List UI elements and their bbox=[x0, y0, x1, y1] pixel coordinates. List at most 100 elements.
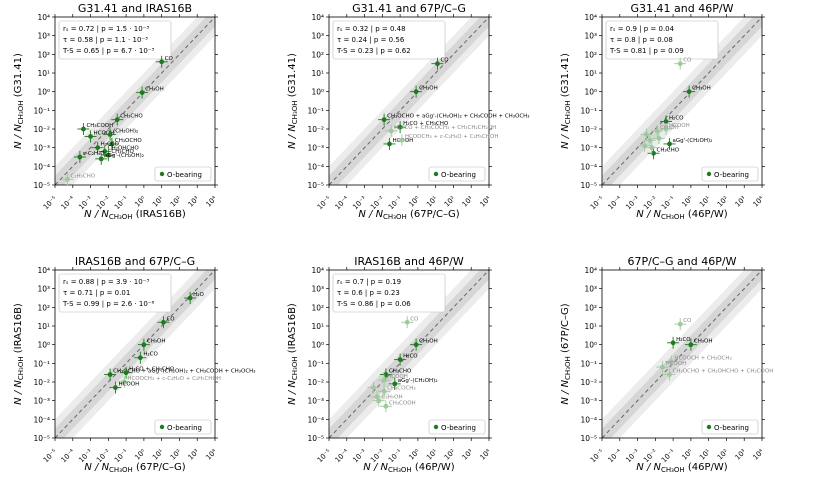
point-label: CH₃OH bbox=[419, 86, 438, 92]
y-axis-label: N / NCH₃OH (67P/C–G) bbox=[560, 303, 572, 404]
legend-marker bbox=[706, 424, 712, 430]
y-tick-label: 10⁻⁴ bbox=[307, 415, 324, 424]
data-point bbox=[677, 321, 683, 327]
agreement-bands bbox=[602, 270, 762, 438]
y-tick-label: 10⁻² bbox=[580, 125, 597, 134]
y-tick-label: 10³ bbox=[311, 285, 324, 294]
axes-frame bbox=[601, 16, 763, 186]
data-point bbox=[113, 385, 118, 390]
y-tick-label: 10² bbox=[584, 303, 597, 312]
x-tick-label: 10⁻¹ bbox=[113, 448, 130, 465]
point-label: CH₃OH bbox=[147, 339, 166, 345]
y-axis-label: N / NCH₃OH (G31.41) bbox=[287, 53, 299, 149]
x-tick-label: 10⁰ bbox=[133, 448, 147, 462]
data-point bbox=[139, 90, 145, 95]
data-point bbox=[654, 128, 660, 134]
data-point bbox=[647, 137, 653, 143]
y-tick-label: 10⁻² bbox=[580, 378, 597, 387]
stats-box bbox=[58, 273, 172, 313]
point-label: CO bbox=[165, 56, 174, 62]
data-point bbox=[663, 126, 669, 132]
stats-line: T-S = 0.86 | p = 0.06 bbox=[336, 300, 411, 308]
x-tick-label: 10³ bbox=[734, 195, 748, 209]
x-tick-label: 10⁰ bbox=[407, 448, 421, 462]
point-label: C₂H₅OH bbox=[382, 395, 403, 401]
legend-label: O-bearing bbox=[714, 424, 749, 432]
point-label: CH₃CHO bbox=[657, 147, 680, 153]
data-point bbox=[649, 145, 655, 151]
x-tick-label: 10⁻⁵ bbox=[42, 195, 59, 212]
point-label: CH₃OH bbox=[660, 125, 679, 131]
x-tick-label: 10⁻¹ bbox=[113, 195, 130, 212]
chart-panel-1: G31.41 and IRAS16B10⁻⁵10⁻⁴10⁻³10⁻²10⁻¹10… bbox=[13, 2, 219, 221]
y-tick-label: 10⁻¹ bbox=[307, 359, 324, 368]
y-tick-label: 10⁻² bbox=[307, 125, 324, 134]
point-label: CO bbox=[683, 58, 692, 64]
x-tick-label: 10³ bbox=[187, 195, 201, 209]
data-point bbox=[107, 372, 113, 377]
data-point bbox=[656, 135, 662, 141]
data-point bbox=[642, 143, 648, 149]
y-tick-label: 10⁻² bbox=[307, 378, 324, 387]
y-tick-label: 10⁻³ bbox=[580, 397, 597, 406]
y-tick-label: 10⁻² bbox=[33, 125, 50, 134]
x-tick-label: 10⁻¹ bbox=[660, 448, 677, 465]
data-point bbox=[137, 355, 143, 361]
legend-marker bbox=[159, 424, 165, 430]
point-label: CO bbox=[410, 316, 419, 322]
legend-box bbox=[701, 166, 759, 182]
y-tick-label: 10⁻¹ bbox=[307, 106, 324, 115]
legend-marker bbox=[433, 171, 439, 177]
point-label: (CH₂OH)₂ bbox=[113, 129, 138, 135]
x-tick-label: 10⁻⁴ bbox=[334, 195, 351, 212]
data-point bbox=[102, 149, 108, 154]
x-tick-label: 10³ bbox=[734, 448, 748, 462]
stats-line: rₛ = 0.72 | p = 1.5 · 10⁻³ bbox=[63, 25, 149, 33]
y-tick-label: 10⁴ bbox=[37, 266, 50, 275]
x-tick-label: 10³ bbox=[461, 448, 475, 462]
x-tick-label: 10² bbox=[716, 448, 730, 462]
y-tick-label: 10⁰ bbox=[311, 341, 324, 350]
data-point bbox=[383, 372, 389, 377]
x-tick-label: 10⁻⁴ bbox=[607, 195, 624, 212]
point-label: CH₃COOH bbox=[86, 123, 113, 129]
y-tick-label: 10⁻⁴ bbox=[580, 162, 597, 171]
data-point bbox=[667, 141, 672, 147]
legend-box bbox=[428, 419, 486, 435]
point-label: CH₃CHO bbox=[120, 114, 143, 120]
point-label: H₂CO bbox=[676, 337, 691, 343]
x-tick-label: 10² bbox=[169, 448, 183, 462]
point-label: H₂CCO + CH₃COCH₃ + CH₃CH₂CH₂OH bbox=[394, 125, 496, 131]
stats-line: T-S = 0.81 | p = 0.09 bbox=[609, 47, 684, 55]
stats-box bbox=[58, 20, 172, 60]
point-label: CH₃OH bbox=[419, 339, 438, 345]
x-tick-label: 10⁰ bbox=[680, 448, 694, 462]
point-label: aGg'-(CH₂OH)₂ bbox=[104, 153, 144, 159]
y-tick-label: 10⁴ bbox=[584, 266, 597, 275]
y-tick-label: 10⁰ bbox=[584, 88, 597, 97]
x-tick-label: 10⁻⁵ bbox=[316, 195, 333, 212]
y-tick-label: 10⁻³ bbox=[307, 397, 324, 406]
legend-label: O-bearing bbox=[441, 424, 476, 432]
y-tick-label: 10⁰ bbox=[37, 88, 50, 97]
y-tick-label: 10⁻³ bbox=[580, 144, 597, 153]
x-tick-label: 10³ bbox=[461, 195, 475, 209]
x-axis-label: N / NCH₃OH (67P/C–G) bbox=[84, 462, 185, 474]
x-tick-label: 10² bbox=[169, 195, 183, 209]
point-label: CH₃OH bbox=[145, 87, 164, 93]
legend-box bbox=[701, 419, 759, 435]
y-tick-label: 10⁰ bbox=[584, 341, 597, 350]
point-label: HCOOCH₃ + c-C₂H₄O + C₂H₅CHOH bbox=[405, 134, 499, 140]
data-point bbox=[114, 117, 120, 123]
legend-label: O-bearing bbox=[441, 171, 476, 179]
y-tick-label: 10¹ bbox=[37, 69, 50, 78]
agreement-bands bbox=[55, 270, 215, 438]
x-tick-label: 10¹ bbox=[425, 448, 439, 462]
x-tick-label: 10⁻⁴ bbox=[60, 195, 77, 212]
y-tick-label: 10² bbox=[584, 50, 597, 59]
data-point bbox=[159, 59, 165, 65]
legend-marker bbox=[706, 171, 712, 177]
x-tick-label: 10¹ bbox=[151, 448, 165, 462]
y-tick-label: 10² bbox=[37, 50, 50, 59]
y-tick-label: 10⁻⁵ bbox=[33, 434, 50, 443]
